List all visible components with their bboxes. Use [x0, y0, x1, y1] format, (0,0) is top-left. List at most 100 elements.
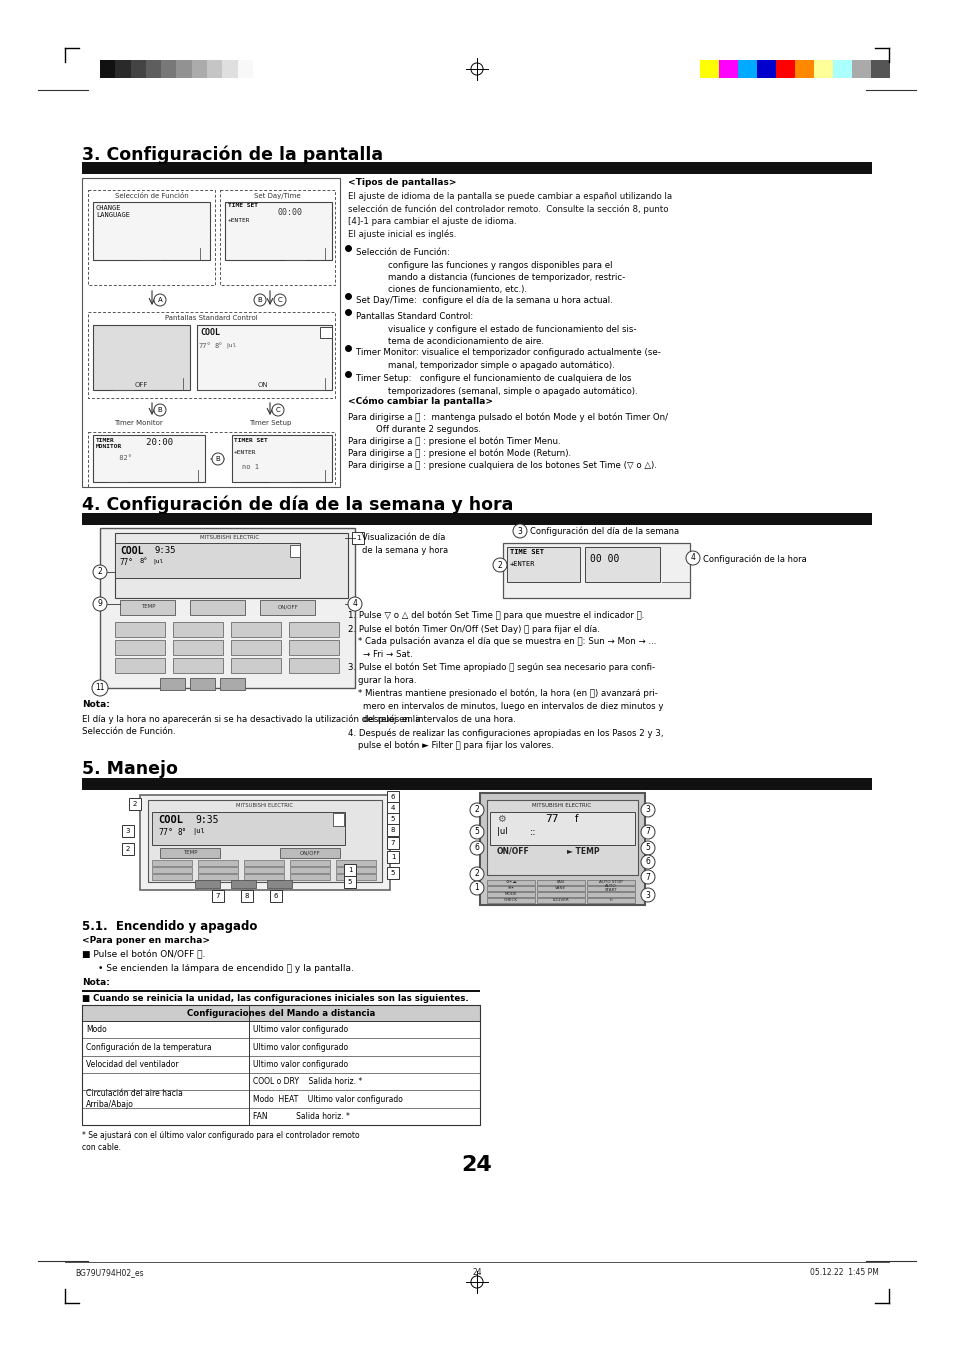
Bar — [794, 59, 813, 78]
Circle shape — [550, 852, 569, 873]
Text: 11: 11 — [95, 684, 105, 693]
Text: 2: 2 — [475, 870, 478, 878]
Bar — [231, 880, 255, 888]
Circle shape — [253, 295, 266, 305]
Text: Pantallas Standard Control: Pantallas Standard Control — [165, 315, 257, 322]
Text: TIMER
MONITOR: TIMER MONITOR — [96, 438, 122, 449]
Text: ON/OFF: ON/OFF — [277, 604, 298, 609]
Bar — [100, 528, 355, 688]
Bar — [738, 59, 757, 78]
Bar — [140, 794, 390, 890]
Text: 77°: 77° — [120, 558, 133, 567]
Text: Ultimo valor configurado: Ultimo valor configurado — [253, 1025, 348, 1034]
Bar — [387, 802, 398, 815]
Bar — [220, 678, 245, 690]
Text: ► TEMP: ► TEMP — [566, 847, 599, 857]
Text: TIME SET: TIME SET — [510, 549, 543, 555]
Text: Selección de Función:: Selección de Función: — [355, 249, 450, 257]
Bar — [486, 800, 638, 875]
Bar — [333, 813, 344, 825]
Text: MITSUBISHI ELECTRIC: MITSUBISHI ELECTRIC — [200, 535, 259, 540]
Bar — [870, 59, 889, 78]
Text: El día y la hora no aparecerán si se ha desactivado la utilización del reloj en : El día y la hora no aparecerán si se ha … — [82, 713, 420, 724]
Bar — [387, 813, 398, 825]
Bar — [851, 59, 870, 78]
Circle shape — [640, 855, 655, 869]
Circle shape — [91, 680, 108, 696]
Circle shape — [470, 842, 483, 855]
Bar — [237, 59, 253, 78]
Bar — [502, 543, 689, 598]
Text: ■ Cuando se reinicia la unidad, las configuraciones iniciales son las siguientes: ■ Cuando se reinicia la unidad, las conf… — [82, 994, 468, 1002]
Text: * Mientras mantiene presionado el botón, la hora (en ⓓ) avanzará pri-: * Mientras mantiene presionado el botón,… — [357, 689, 658, 698]
Bar — [344, 875, 355, 888]
Circle shape — [604, 852, 624, 873]
Text: Para dirigirse a Ⓓ : presione cualquiera de los botones Set Time (▽ o △).: Para dirigirse a Ⓓ : presione cualquiera… — [348, 461, 657, 470]
Text: MITSUBISHI ELECTRIC: MITSUBISHI ELECTRIC — [532, 802, 591, 808]
Text: +ENTER: +ENTER — [233, 450, 256, 455]
Text: 3: 3 — [645, 805, 650, 815]
Bar — [198, 874, 237, 880]
Text: tema de acondicionamiento de aire.: tema de acondicionamiento de aire. — [388, 336, 543, 346]
Text: 9:35: 9:35 — [194, 815, 218, 825]
Text: Ultimo valor configurado: Ultimo valor configurado — [253, 1043, 348, 1051]
Bar — [832, 59, 851, 78]
Circle shape — [685, 551, 700, 565]
Text: 5: 5 — [348, 880, 352, 885]
Text: ❄☀: ❄☀ — [507, 886, 514, 890]
Bar — [82, 162, 871, 174]
Text: |ul: |ul — [497, 827, 507, 836]
Bar — [486, 886, 535, 892]
Text: COOL o DRY    Salida horiz. *: COOL o DRY Salida horiz. * — [253, 1077, 362, 1086]
Circle shape — [640, 870, 655, 884]
Text: Ultimo valor configurado: Ultimo valor configurado — [253, 1059, 348, 1069]
Text: ::: :: — [530, 827, 536, 838]
Text: TIMER SET: TIMER SET — [233, 438, 268, 443]
Text: 5: 5 — [645, 843, 650, 852]
Text: Off durante 2 segundos.: Off durante 2 segundos. — [375, 426, 480, 434]
Text: AUTO STOP: AUTO STOP — [598, 880, 622, 884]
Text: FAN            Salida horiz. *: FAN Salida horiz. * — [253, 1112, 350, 1121]
Text: Nota:: Nota: — [82, 700, 110, 709]
Bar — [813, 59, 832, 78]
Bar — [146, 59, 161, 78]
Bar — [586, 886, 635, 892]
Bar — [148, 800, 381, 882]
Text: 82°: 82° — [115, 455, 132, 461]
Text: visualice y configure el estado de funcionamiento del sis-: visualice y configure el estado de funci… — [388, 326, 636, 334]
Circle shape — [495, 852, 515, 873]
Text: de la semana y hora: de la semana y hora — [361, 546, 448, 555]
Circle shape — [153, 295, 166, 305]
Bar — [222, 59, 237, 78]
Bar — [192, 59, 207, 78]
Bar — [387, 851, 398, 863]
Bar — [82, 990, 479, 992]
Bar — [231, 658, 281, 673]
Text: no 1: no 1 — [242, 463, 258, 470]
Bar — [387, 838, 398, 848]
Bar — [490, 812, 635, 844]
Text: 5. Manejo: 5. Manejo — [82, 761, 177, 778]
Circle shape — [92, 565, 107, 580]
Text: 24: 24 — [461, 1155, 492, 1175]
Text: Configuración de la temperatura: Configuración de la temperatura — [86, 1042, 212, 1051]
Bar — [290, 867, 330, 873]
Text: 7: 7 — [215, 893, 220, 898]
Text: configure las funciones y rangos disponibles para el: configure las funciones y rangos disponi… — [388, 261, 612, 270]
Text: ⚙☀☁: ⚙☀☁ — [505, 880, 517, 884]
Text: • Se encienden la lámpara de encendido ⓐ y la pantalla.: • Se encienden la lámpara de encendido ⓐ… — [98, 965, 354, 973]
Bar — [231, 621, 281, 638]
Text: 77°: 77° — [158, 828, 172, 838]
Bar — [225, 203, 332, 259]
Text: |ul: |ul — [192, 828, 205, 835]
Text: <Para poner en marcha>: <Para poner en marcha> — [82, 936, 210, 944]
Text: 8°: 8° — [178, 828, 187, 838]
Circle shape — [470, 802, 483, 817]
Text: |ul: |ul — [225, 342, 236, 347]
Text: MITSUBISHI ELECTRIC: MITSUBISHI ELECTRIC — [236, 802, 294, 808]
Text: Timer Setup: Timer Setup — [249, 420, 291, 426]
Circle shape — [470, 881, 483, 894]
Bar — [486, 898, 535, 902]
Bar — [335, 861, 375, 866]
Text: manal, temporizador simple o apagado automático).: manal, temporizador simple o apagado aut… — [388, 361, 614, 370]
